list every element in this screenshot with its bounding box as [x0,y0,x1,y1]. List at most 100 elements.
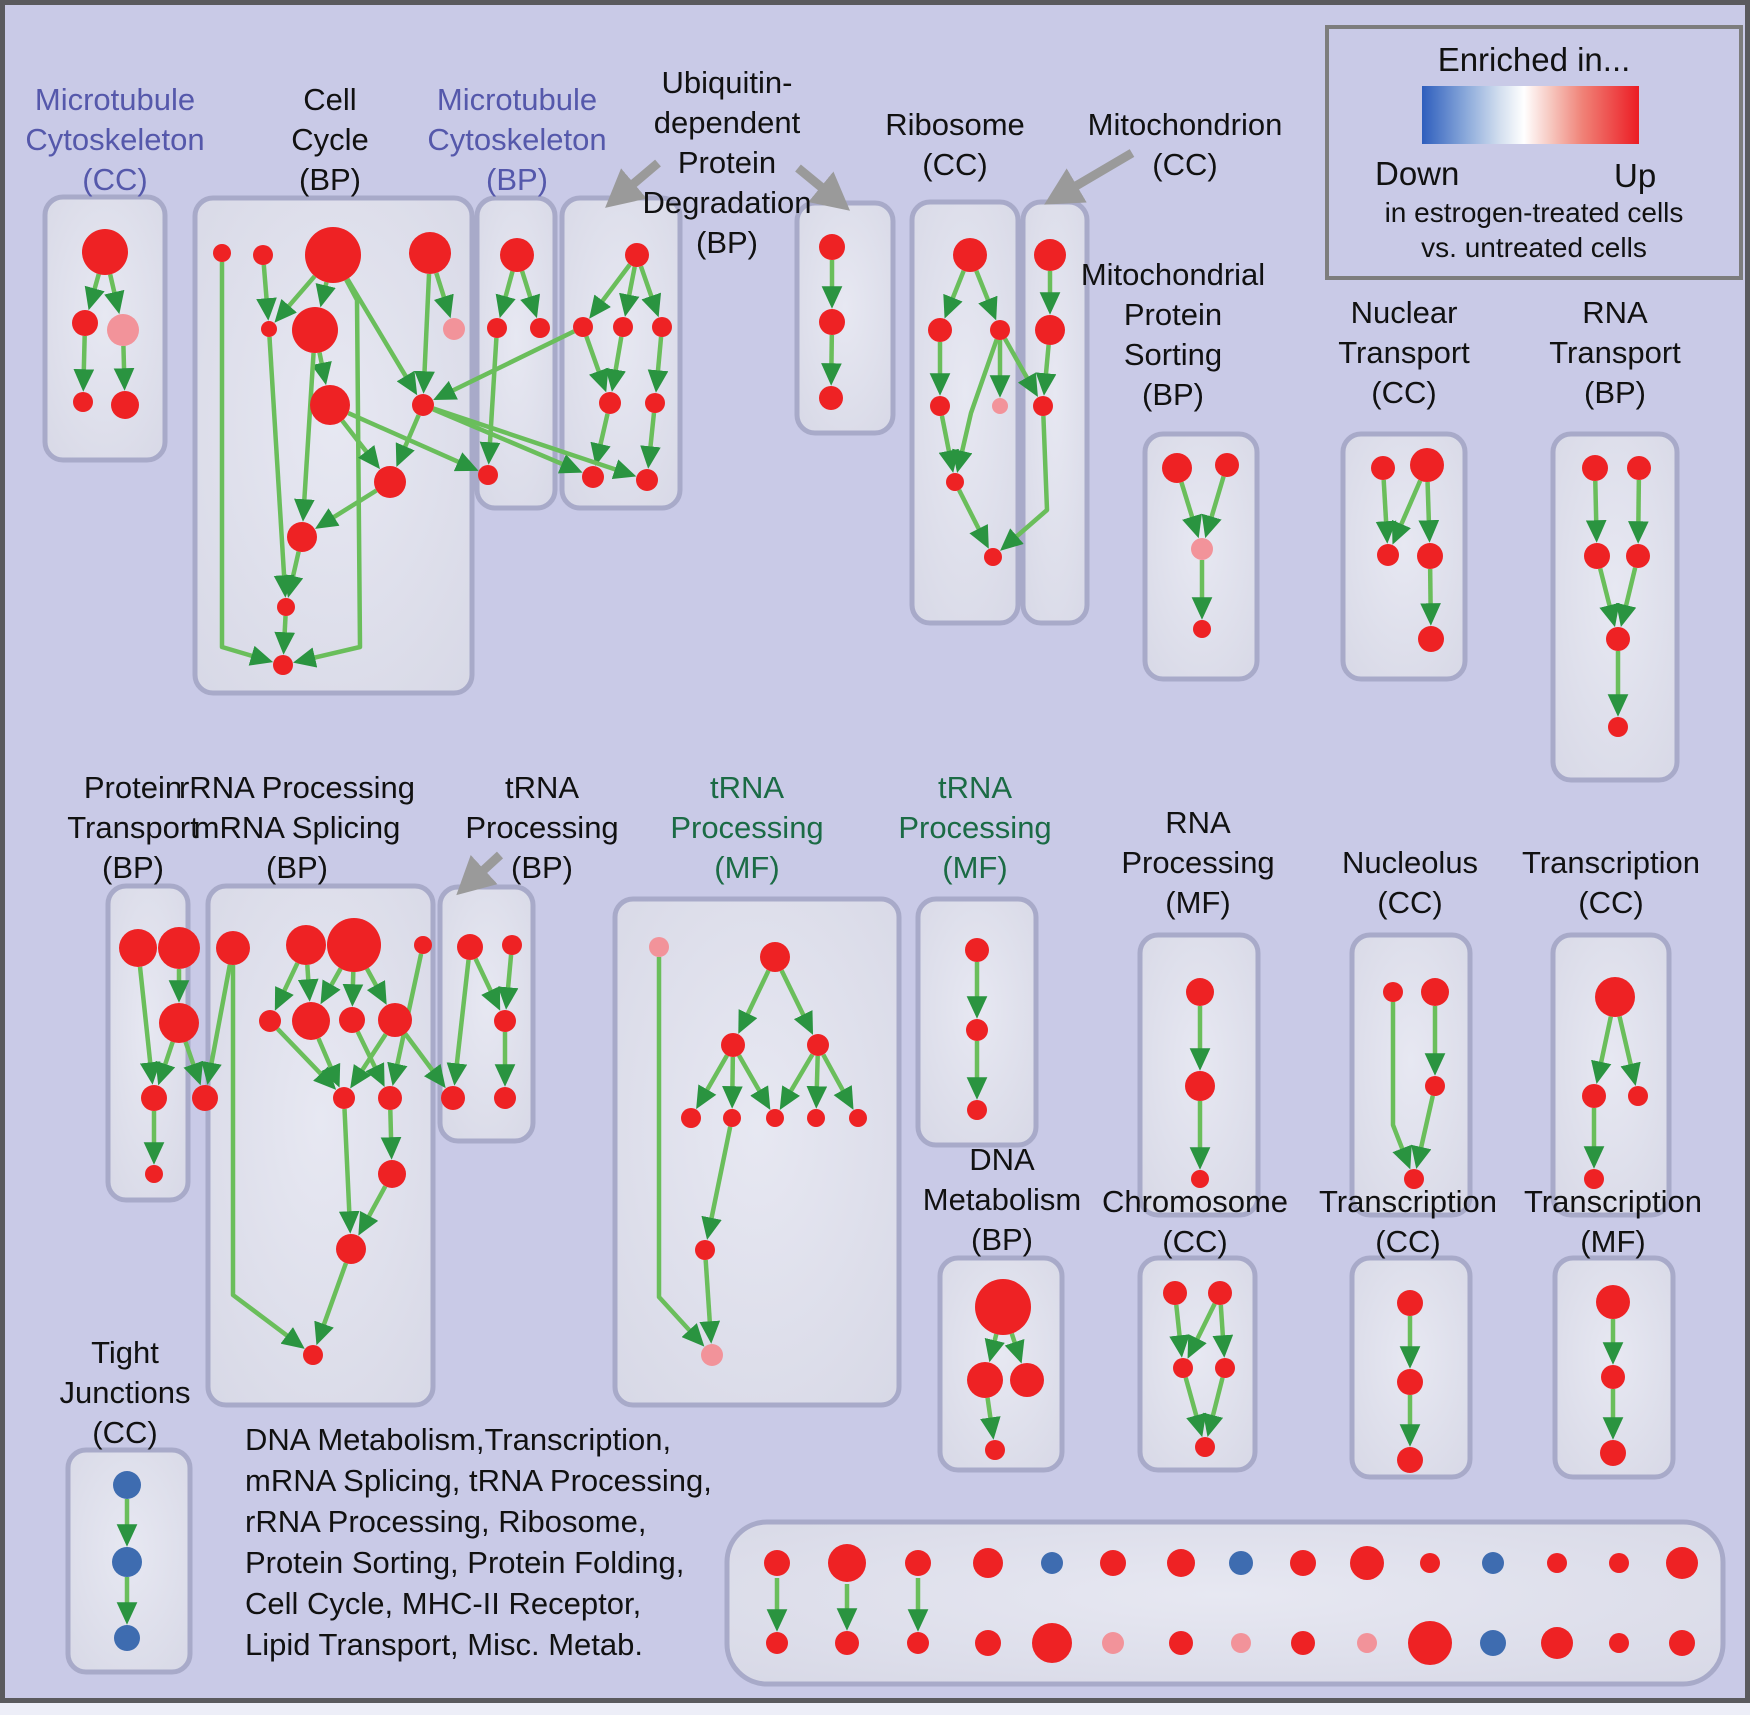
node-ribosome-0 [953,238,987,272]
node-mt_bp-3 [478,465,498,485]
cluster-label-mito: Mitochondrion (CC) [1087,107,1283,182]
node-rrna-6 [292,1002,330,1040]
edge-trna_mf_big-9 [656,957,705,1347]
node-trna_mf_big-0 [649,937,669,957]
node-trans_cc_bot-2 [1397,1447,1423,1473]
edge-cell_cycle-7 [414,273,435,394]
matrix-top-node-8 [1290,1550,1316,1576]
matrix-bottom-node-8 [1291,1631,1315,1655]
pointer-arrow-0 [605,159,661,208]
edge-cell_cycle-14 [274,615,296,655]
node-chromosome-3 [1215,1358,1235,1378]
cross-edge-4 [1002,337,1038,398]
pointer-arrow-1 [795,164,851,211]
matrix-bottom-node-3 [975,1630,1001,1656]
node-prot_trans-1 [158,927,200,969]
cross-edge-2 [432,406,637,480]
node-ribosome-1 [928,318,952,342]
legend-subtitle-1: in estrogen-treated cells [1384,197,1684,228]
node-rrna-2 [286,925,326,965]
cluster-label-mps: Mitochondrial Protein Sorting (BP) [1080,257,1266,412]
node-rna_proc-0 [1186,978,1214,1006]
node-cell_cycle-3 [409,232,451,274]
node-trna_bp-2 [494,1010,516,1032]
cross-edge-5 [1000,415,1050,551]
matrix-bottom-node-9 [1357,1633,1377,1653]
node-trna_mf_big-10 [701,1344,723,1366]
node-nuc_trans-1 [1410,448,1444,482]
node-ribosome-3 [930,396,950,416]
edge-trna_mf_big-8 [701,1126,733,1240]
cluster-label-dna_met: DNA Metabolism (BP) [922,1142,1082,1257]
node-rrna-13 [303,1345,323,1365]
node-ubiq_a-6 [582,466,604,488]
node-trna_bp-4 [494,1087,516,1109]
node-mt_bp-1 [487,318,507,338]
node-cell_cycle-10 [287,522,317,552]
cluster-box-nucleolus [1349,932,1473,1218]
node-trans_cc_mid-1 [1582,1084,1606,1108]
node-rrna-5 [259,1010,281,1032]
node-prot_trans-3 [141,1085,167,1111]
node-rrna-0 [192,1085,218,1111]
edge-nucleolus-0 [1390,1002,1412,1170]
cross-edge-0 [433,329,575,401]
edge-cell_cycle-10 [340,419,380,470]
edge-mt_cc-3 [113,345,135,391]
node-prot_trans-4 [145,1165,163,1183]
edge-trna_mf_big-4 [737,1054,771,1110]
edge-rna_trans-2 [1598,568,1620,628]
node-cell_cycle-5 [292,307,338,353]
edge-rna_trans-0 [1585,480,1607,543]
node-chromosome-1 [1208,1281,1232,1305]
matrix-top-node-12 [1547,1553,1567,1573]
node-chromosome-0 [1163,1281,1187,1305]
node-nucleolus-2 [1425,1076,1445,1096]
edge-mt_cc-1 [104,273,125,315]
legend-down-label: Down [1375,155,1460,192]
matrix-top-node-7 [1229,1551,1253,1575]
node-rrna-9 [333,1087,355,1109]
node-cell_cycle-4 [261,321,277,337]
legend-up-label: Up [1614,157,1657,194]
cluster-label-trna_bp: tRNA Processing (BP) [465,770,619,885]
edge-mt_cc-0 [84,273,105,311]
matrix-top-node-14 [1666,1547,1698,1579]
edge-ribosome-0 [943,269,966,319]
node-rna_trans-1 [1627,456,1651,480]
cluster-box-mt_cc [42,194,168,463]
matrix-top-node-11 [1482,1552,1504,1574]
edge-trna_bp-0 [446,959,471,1086]
node-trna_mf_big-7 [807,1109,825,1127]
cluster-box-rrna [205,883,436,1408]
node-ubiq_a-0 [625,243,649,267]
node-trna_mf_big-8 [849,1109,867,1127]
cluster-label-cell_cycle: Cell Cycle (BP) [291,82,369,197]
cluster-label-chromosome: Chromosome (CC) [1101,1184,1289,1259]
node-trans_cc_mid-2 [1628,1086,1648,1106]
edge-ubiq_a-0 [589,263,632,319]
edge-dna_met-1 [1004,1332,1025,1364]
misc-clusters-note: DNA Metabolism,Transcription, mRNA Splic… [245,1422,712,1662]
node-rna_trans-0 [1582,455,1608,481]
edge-ubiq_a-1 [619,266,640,317]
edge-rrna-4 [320,967,343,1005]
cross-edge-1 [432,407,583,474]
edge-rrna-7 [387,953,424,1086]
node-cell_cycle-0 [213,244,231,262]
cluster-box-chromosome [1137,1255,1258,1473]
cluster-box-dna_met [937,1255,1065,1473]
matrix-bottom-node-13 [1609,1633,1629,1653]
node-dna_met-2 [1010,1363,1044,1397]
edge-prot_trans-0 [137,966,161,1085]
edge-rrna-0 [201,964,233,1085]
cluster-label-rna_proc: RNA Processing (MF) [1121,805,1275,920]
edge-rrna-10 [355,1030,385,1087]
edge-rrna-8 [275,1027,337,1090]
node-rrna-4 [414,936,432,954]
node-mito-2 [1033,396,1053,416]
edge-trna_mf_big-2 [696,1054,729,1110]
matrix-bottom-node-1 [835,1631,859,1655]
node-cell_cycle-12 [273,655,293,675]
node-trna_mf_big-2 [721,1033,745,1057]
